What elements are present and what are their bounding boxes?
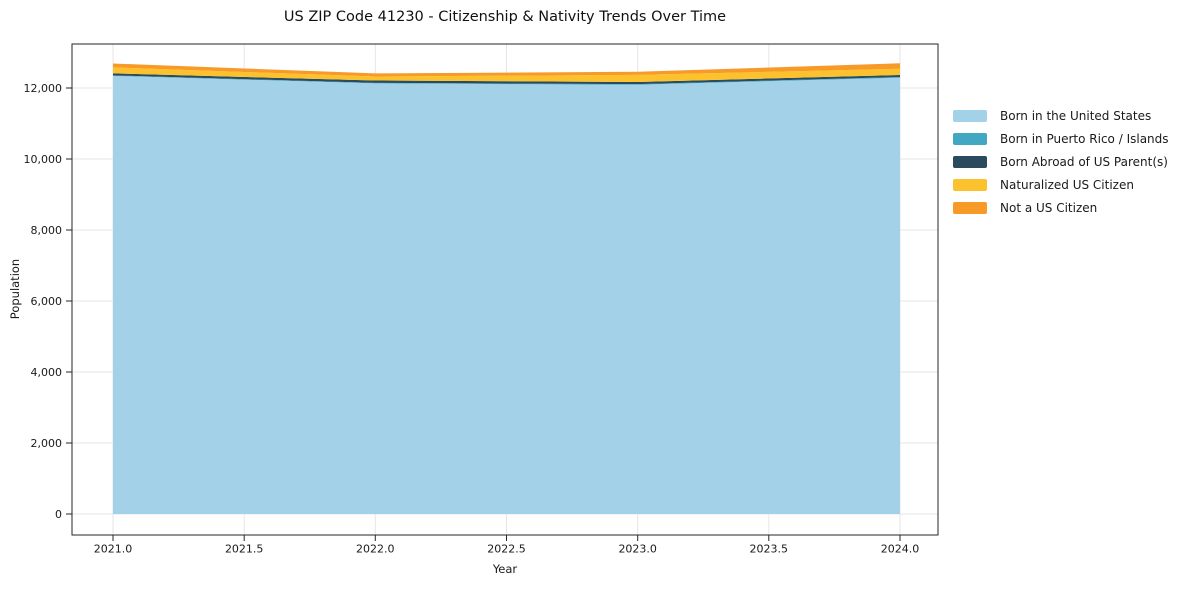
x-tick-label: 2021.0 bbox=[94, 543, 133, 556]
y-tick-label: 2,000 bbox=[31, 437, 63, 450]
x-tick-label: 2024.0 bbox=[881, 543, 920, 556]
legend-label: Born Abroad of US Parent(s) bbox=[1000, 155, 1168, 169]
area-series-4 bbox=[113, 63, 900, 77]
legend-swatch bbox=[953, 110, 987, 122]
chart-title: US ZIP Code 41230 - Citizenship & Nativi… bbox=[283, 9, 727, 25]
legend-label: Not a US Citizen bbox=[1000, 201, 1098, 215]
legend-label: Born in the United States bbox=[1000, 109, 1152, 123]
legend-swatch bbox=[953, 133, 987, 145]
area-series-3 bbox=[113, 67, 900, 82]
y-tick-label: 4,000 bbox=[31, 366, 63, 379]
plot-border bbox=[71, 43, 939, 536]
legend-swatch bbox=[953, 202, 987, 214]
legend-item: Born in Puerto Rico / Islands bbox=[953, 133, 1169, 145]
y-tick-label: 12,000 bbox=[24, 82, 63, 95]
y-tick-label: 10,000 bbox=[24, 153, 63, 166]
area-series-2 bbox=[113, 73, 900, 85]
legend: Born in the United States Born in Puerto … bbox=[953, 110, 1169, 225]
x-tick-label: 2021.5 bbox=[225, 543, 264, 556]
legend-item: Not a US Citizen bbox=[953, 202, 1169, 214]
y-tick-label: 6,000 bbox=[31, 295, 63, 308]
legend-item: Born in the United States bbox=[953, 110, 1169, 122]
legend-label: Born in Puerto Rico / Islands bbox=[1000, 132, 1169, 146]
legend-item: Naturalized US Citizen bbox=[953, 179, 1169, 191]
legend-label: Naturalized US Citizen bbox=[1000, 178, 1134, 192]
x-tick-label: 2023.0 bbox=[618, 543, 657, 556]
legend-swatch bbox=[953, 179, 987, 191]
x-tick-label: 2023.5 bbox=[750, 543, 789, 556]
legend-swatch bbox=[953, 156, 987, 168]
legend-item: Born Abroad of US Parent(s) bbox=[953, 156, 1169, 168]
y-tick-label: 0 bbox=[55, 508, 62, 521]
x-axis-label: Year bbox=[492, 562, 518, 576]
x-tick-label: 2022.0 bbox=[356, 543, 395, 556]
x-tick-label: 2022.5 bbox=[487, 543, 526, 556]
area-series-1 bbox=[113, 75, 900, 85]
area-series-0 bbox=[113, 75, 900, 515]
y-tick-label: 8,000 bbox=[31, 224, 63, 237]
